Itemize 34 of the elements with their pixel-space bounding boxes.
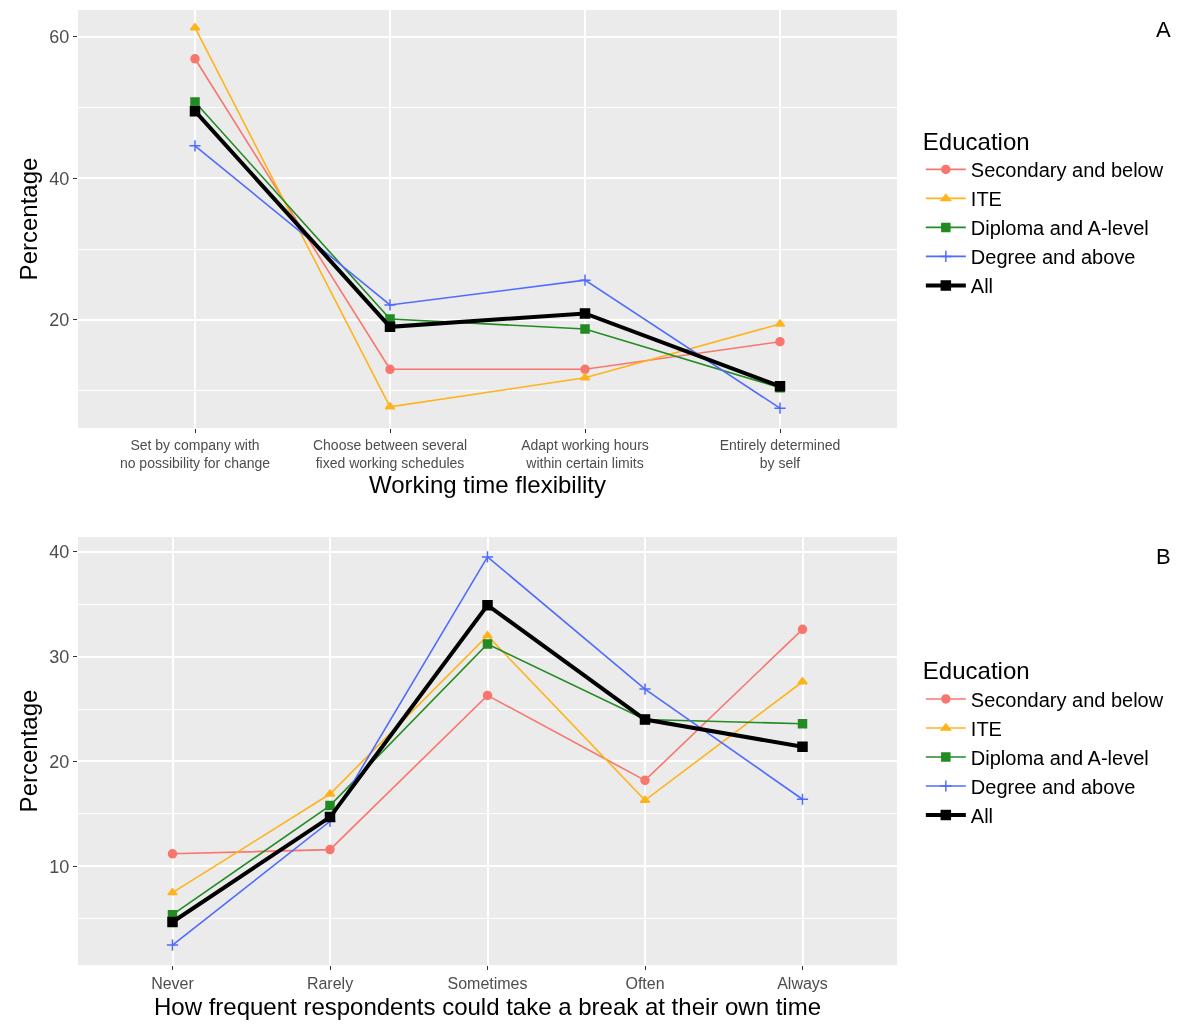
legend-label: All	[970, 804, 994, 827]
x-tick-label: Choose between several fixed working schedules	[312, 436, 468, 471]
legend-label: Secondary and below	[970, 159, 1164, 182]
x-tick-label: Always	[777, 975, 828, 993]
x-tick-label: Often	[625, 975, 665, 993]
x-tick-label: Entirely determined by self	[719, 436, 841, 471]
y-tick-label: 40	[49, 168, 70, 189]
legend-label: All	[970, 275, 994, 298]
legend-label: Degree and above	[970, 246, 1136, 269]
y-tick-label: 30	[49, 646, 70, 667]
x-tick-label: Adapt working hours within certain limits	[521, 436, 649, 471]
legend-label: ITE	[970, 188, 1002, 211]
x-tick-label: Set by company with no possibility for change	[119, 436, 271, 471]
y-tick-label: 10	[49, 856, 70, 877]
y-tick-label: 40	[49, 541, 70, 562]
x-tick-label: Sometimes	[447, 975, 528, 993]
y-axis-title: Percentage	[15, 689, 43, 813]
x-tick-label: Never	[151, 975, 195, 993]
y-tick-label: 20	[49, 751, 70, 772]
legend-label: ITE	[970, 717, 1002, 740]
legend-label: Diploma and A-level	[970, 217, 1149, 240]
text: A	[1156, 17, 1171, 42]
legend-title: Education	[922, 127, 1030, 155]
legend-title: Education	[922, 657, 1030, 685]
legend-label: Diploma and A-level	[970, 746, 1149, 769]
text: B	[1156, 544, 1171, 569]
x-axis-title: How frequent respondents could take a break at their own time	[153, 992, 822, 1020]
y-tick-label: 20	[49, 310, 70, 331]
legend-label: Secondary and below	[970, 688, 1164, 711]
x-tick-label: Rarely	[306, 975, 354, 993]
y-tick-label: 60	[49, 27, 70, 48]
legend-label: Degree and above	[970, 775, 1136, 798]
x-axis-title: Working time flexibility	[369, 471, 606, 499]
y-axis-title: Percentage	[15, 157, 43, 281]
